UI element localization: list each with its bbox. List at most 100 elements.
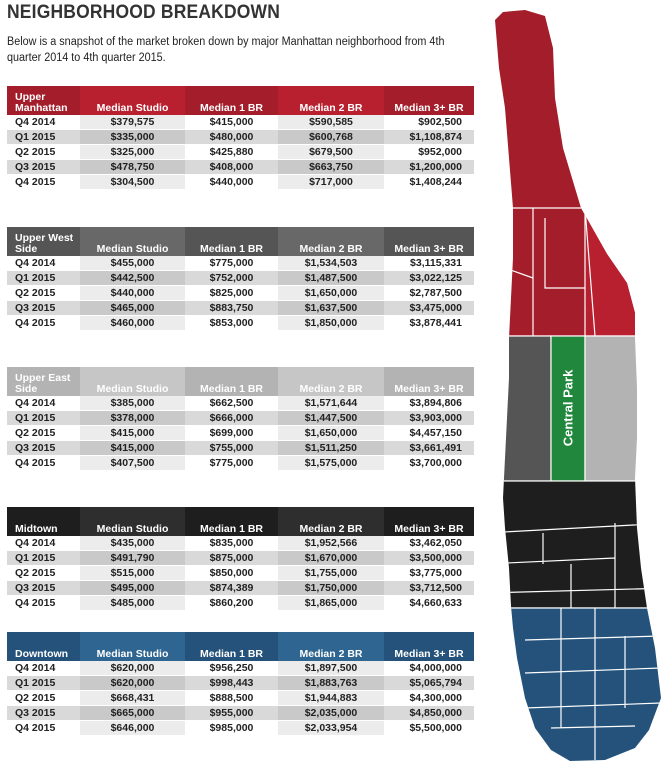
midtown-region: [495, 480, 661, 609]
price-cell: $415,000: [80, 440, 185, 456]
price-cell: $325,000: [80, 144, 185, 160]
col-header-studio: Median Studio: [80, 632, 185, 661]
quarter-cell: Q1 2015: [7, 675, 80, 691]
col-header-studio: Median Studio: [80, 227, 185, 256]
table-row: Q3 2015 $665,000 $955,000 $2,035,000 $4,850,…: [7, 705, 474, 721]
table-row: Q3 2015 $465,000 $883,750 $1,637,500 $3,475,…: [7, 300, 474, 316]
price-cell: $646,000: [80, 720, 185, 736]
price-cell: $1,487,500: [278, 270, 384, 286]
col-header-studio: Median Studio: [80, 507, 185, 536]
price-cell: $1,108,874: [384, 129, 474, 145]
quarter-cell: Q4 2014: [7, 536, 80, 551]
quarter-cell: Q3 2015: [7, 159, 80, 175]
price-cell: $440,000: [80, 285, 185, 301]
downtown-region: [495, 607, 661, 761]
price-cell: $3,661,491: [384, 440, 474, 456]
neighborhood-header: Upper East Side: [7, 367, 80, 396]
col-header-2br: Median 2 BR: [278, 86, 384, 115]
price-cell: $3,894,806: [384, 396, 474, 411]
price-cell: $663,750: [278, 159, 384, 175]
manhattan-map: Central Park: [495, 10, 661, 761]
price-cell: $1,750,000: [278, 580, 384, 596]
price-cell: $3,712,500: [384, 580, 474, 596]
price-cell: $495,000: [80, 580, 185, 596]
table-row: Q4 2015 $646,000 $985,000 $2,033,954 $5,500,…: [7, 720, 474, 736]
price-cell: $425,880: [185, 144, 278, 160]
price-cell: $902,500: [384, 115, 474, 130]
quarter-cell: Q4 2014: [7, 115, 80, 130]
price-cell: $590,585: [278, 115, 384, 130]
price-cell: $4,457,150: [384, 425, 474, 441]
col-header-1br: Median 1 BR: [185, 507, 278, 536]
price-cell: $1,944,883: [278, 690, 384, 706]
price-cell: $3,462,050: [384, 536, 474, 551]
price-cell: $4,850,000: [384, 705, 474, 721]
col-header-3br: Median 3+ BR: [384, 227, 474, 256]
price-cell: $874,389: [185, 580, 278, 596]
table-row: Q3 2015 $415,000 $755,000 $1,511,250 $3,661,…: [7, 440, 474, 456]
table-row: Q4 2015 $407,500 $775,000 $1,575,000 $3,700,…: [7, 455, 474, 471]
upper-manhattan-region-east: [584, 207, 661, 337]
table-row: Q2 2015 $415,000 $699,000 $1,650,000 $4,457,…: [7, 425, 474, 441]
price-cell: $3,775,000: [384, 565, 474, 581]
table-row: Q2 2015 $515,000 $850,000 $1,755,000 $3,775,…: [7, 565, 474, 581]
price-cell: $485,000: [80, 595, 185, 611]
neighborhood-header: Midtown: [7, 507, 80, 536]
price-cell: $883,750: [185, 300, 278, 316]
col-header-2br: Median 2 BR: [278, 632, 384, 661]
table-midtown: Midtown Median Studio Median 1 BR Median…: [7, 507, 474, 611]
table-downtown: Downtown Median Studio Median 1 BR Media…: [7, 632, 474, 736]
price-cell: $455,000: [80, 256, 185, 271]
price-cell: $435,000: [80, 536, 185, 551]
col-header-1br: Median 1 BR: [185, 86, 278, 115]
price-cell: $491,790: [80, 550, 185, 566]
upper-west-side-region: [495, 335, 552, 482]
price-cell: $1,897,500: [278, 661, 384, 676]
col-header-3br: Median 3+ BR: [384, 632, 474, 661]
table-row: Q1 2015 $620,000 $998,443 $1,883,763 $5,065,…: [7, 675, 474, 691]
price-cell: $5,065,794: [384, 675, 474, 691]
price-cell: $875,000: [185, 550, 278, 566]
table-row: Q1 2015 $442,500 $752,000 $1,487,500 $3,022,…: [7, 270, 474, 286]
price-cell: $2,033,954: [278, 720, 384, 736]
price-cell: $3,878,441: [384, 315, 474, 331]
quarter-cell: Q4 2014: [7, 661, 80, 676]
price-cell: $952,000: [384, 144, 474, 160]
price-cell: $378,000: [80, 410, 185, 426]
col-header-1br: Median 1 BR: [185, 227, 278, 256]
table-row: Q4 2015 $304,500 $440,000 $717,000 $1,408,24…: [7, 174, 474, 190]
table-row: Q1 2015 $378,000 $666,000 $1,447,500 $3,903,…: [7, 410, 474, 426]
quarter-cell: Q1 2015: [7, 550, 80, 566]
table-row: Q4 2014 $455,000 $775,000 $1,534,503 $3,115,…: [7, 256, 474, 271]
price-cell: $460,000: [80, 315, 185, 331]
col-header-1br: Median 1 BR: [185, 632, 278, 661]
price-cell: $3,115,331: [384, 256, 474, 271]
table-upper-manhattan: Upper Manhattan Median Studio Median 1 B…: [7, 86, 474, 190]
price-cell: $860,200: [185, 595, 278, 611]
table-row: Q3 2015 $478,750 $408,000 $663,750 $1,200,00…: [7, 159, 474, 175]
price-cell: $408,000: [185, 159, 278, 175]
quarter-cell: Q4 2014: [7, 256, 80, 271]
price-cell: $478,750: [80, 159, 185, 175]
price-cell: $415,000: [80, 425, 185, 441]
price-cell: $3,500,000: [384, 550, 474, 566]
price-cell: $668,431: [80, 690, 185, 706]
quarter-cell: Q3 2015: [7, 440, 80, 456]
price-cell: $1,408,244: [384, 174, 474, 190]
price-cell: $985,000: [185, 720, 278, 736]
table-row: Q2 2015 $440,000 $825,000 $1,650,000 $2,787,…: [7, 285, 474, 301]
central-park-label: Central Park: [561, 369, 576, 446]
price-cell: $679,500: [278, 144, 384, 160]
table-row: Q1 2015 $335,000 $480,000 $600,768 $1,108,87…: [7, 129, 474, 145]
price-cell: $407,500: [80, 455, 185, 471]
neighborhood-header: Upper West Side: [7, 227, 80, 256]
quarter-cell: Q4 2015: [7, 315, 80, 331]
quarter-cell: Q1 2015: [7, 270, 80, 286]
upper-manhattan-region: [495, 10, 661, 337]
price-cell: $955,000: [185, 705, 278, 721]
price-cell: $1,637,500: [278, 300, 384, 316]
price-cell: $440,000: [185, 174, 278, 190]
central-park-region: [550, 335, 586, 482]
price-cell: $4,300,000: [384, 690, 474, 706]
price-cell: $3,475,000: [384, 300, 474, 316]
